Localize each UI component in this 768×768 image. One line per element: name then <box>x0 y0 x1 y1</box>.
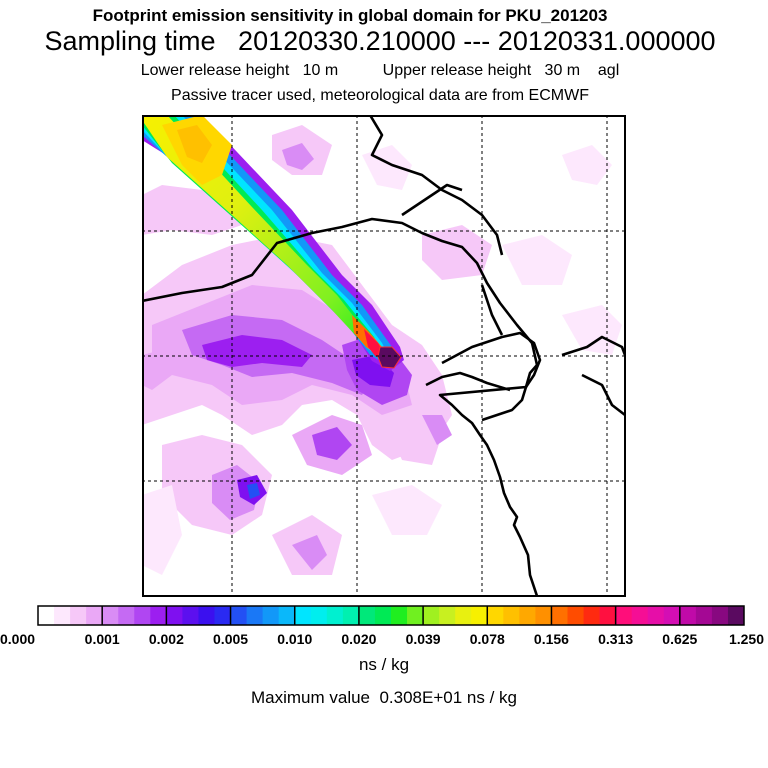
color-scale-tick-label: 0.039 <box>406 631 441 647</box>
color-scale-cell <box>310 606 328 625</box>
lower-release-value: 10 m <box>302 62 339 79</box>
color-scale-cell <box>727 606 745 625</box>
color-scale-cell <box>599 606 617 625</box>
color-scale-tick-label: 0.005 <box>213 631 248 647</box>
upper-release-suffix: agl <box>597 62 620 79</box>
color-scale-cell <box>214 606 231 625</box>
color-scale-cell <box>391 606 408 625</box>
color-scale-cell <box>423 606 440 625</box>
color-scale-cell <box>118 606 135 625</box>
tracer-description: Passive tracer used, meteorological data… <box>171 87 589 104</box>
color-scale-cell <box>519 606 536 625</box>
color-scale-cell <box>166 606 183 625</box>
color-scale-cell <box>86 606 103 625</box>
color-scale-cell <box>695 606 713 625</box>
color-scale-cell <box>198 606 215 625</box>
color-scale-cell <box>567 606 584 625</box>
color-scale-cell <box>535 606 552 625</box>
footprint-background-patches <box>142 125 622 575</box>
sampling-end: 20120331.000000 <box>497 26 716 56</box>
figure-title: Footprint emission sensitivity in global… <box>92 6 608 25</box>
peninsula-coast <box>480 284 504 336</box>
color-scale-tick-label: 0.000 <box>0 631 35 647</box>
color-scale-cell <box>278 606 296 625</box>
coastlines <box>142 115 625 596</box>
color-scale-tick-label: 0.156 <box>534 631 569 647</box>
scale-unit: ns / kg <box>358 655 410 674</box>
color-scale-cell <box>631 606 649 625</box>
color-scale-cell <box>342 606 360 625</box>
color-scale-cell <box>583 606 600 625</box>
map-frame <box>142 115 626 597</box>
color-scale-cell <box>503 606 520 625</box>
max-unit: ns / kg <box>466 688 518 707</box>
color-scale-tick-label: 0.010 <box>277 631 312 647</box>
color-scale-tick-label: 0.313 <box>598 631 633 647</box>
color-scale-cell <box>134 606 151 625</box>
color-scale-cell <box>679 606 697 625</box>
color-scale-cell <box>358 606 376 625</box>
color-scale-cell <box>230 606 247 625</box>
color-scale-tick-label: 0.625 <box>662 631 697 647</box>
color-scale-cell <box>54 606 71 625</box>
color-scale: 0.000 0.001 0.002 0.005 0.010 0.020 0.039 0.078… <box>0 605 764 647</box>
color-scale-cell <box>407 606 424 625</box>
color-scale-tick-label: 0.020 <box>341 631 376 647</box>
graticule <box>142 115 625 596</box>
max-label: Maximum value <box>250 688 371 707</box>
color-scale-cell <box>615 606 633 625</box>
footprint-plume <box>142 115 404 371</box>
color-scale-cell <box>102 606 119 625</box>
color-scale-cell <box>471 606 488 625</box>
upper-release-value: 30 m <box>544 62 581 79</box>
color-scale-cell <box>439 606 456 625</box>
color-scale-cell <box>246 606 264 625</box>
color-scale-tick-label: 0.078 <box>470 631 505 647</box>
color-scale-frame <box>37 605 745 626</box>
color-scale-tick-label: 1.250 <box>729 631 764 647</box>
color-scale-cell <box>262 606 280 625</box>
color-scale-cell <box>711 606 729 625</box>
color-scale-cell <box>487 606 504 625</box>
color-scale-cell <box>182 606 199 625</box>
color-scale-tick-label: 0.001 <box>85 631 120 647</box>
color-scale-tick-label: 0.002 <box>149 631 184 647</box>
sampling-separator: --- <box>463 26 491 56</box>
sampling-label: Sampling time <box>44 26 216 56</box>
color-scale-cell <box>38 606 55 625</box>
color-scale-cell <box>455 606 472 625</box>
upper-release-label: Upper release height <box>382 62 532 79</box>
color-scale-cell <box>374 606 392 625</box>
release-height-line: Lower release height 10 m Upper release … <box>0 62 760 80</box>
color-scale-cell <box>294 606 312 625</box>
receptor-cell <box>378 347 401 368</box>
footprint-map <box>142 115 626 597</box>
color-scale-cell <box>663 606 681 625</box>
color-scale-cell <box>326 606 344 625</box>
color-scale-cell <box>150 606 167 625</box>
lower-release-label: Lower release height <box>140 62 290 79</box>
color-scale-cell <box>647 606 665 625</box>
color-scale-cell <box>551 606 568 625</box>
max-value: 0.308E+01 <box>379 688 463 707</box>
sampling-time-line: Sampling time 20120330.210000 --- 201203… <box>0 26 760 57</box>
maximum-value-line: Maximum value 0.308E+01 ns / kg <box>0 688 768 708</box>
sampling-start: 20120330.210000 <box>238 26 456 56</box>
color-scale-cell <box>70 606 87 625</box>
